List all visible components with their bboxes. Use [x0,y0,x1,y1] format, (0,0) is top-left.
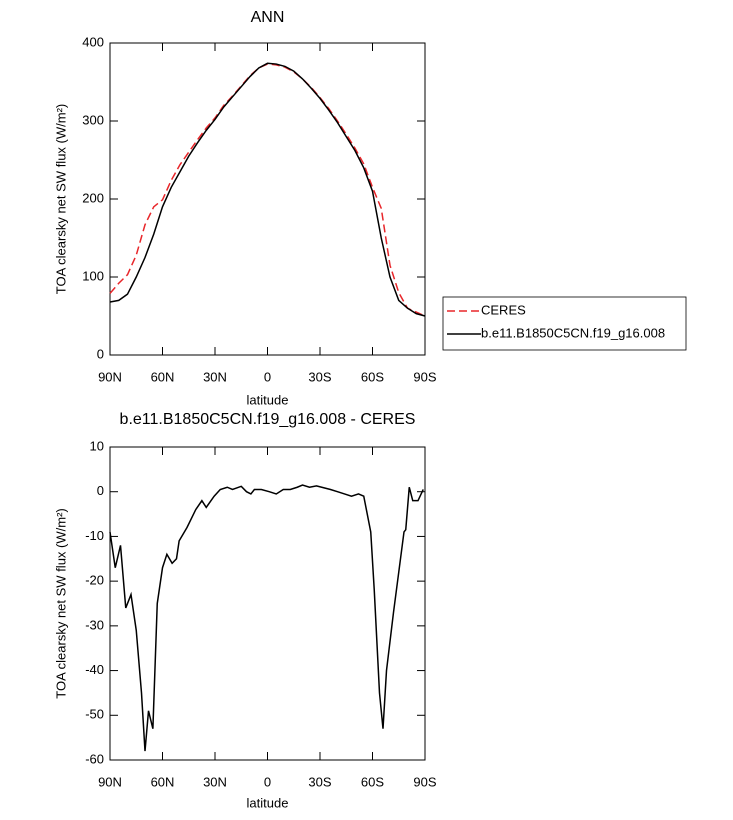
legend-label: b.e11.B1850C5CN.f19_g16.008 [481,325,665,340]
x-tick-label: 90S [413,774,436,789]
x-tick-label: 60N [151,369,175,384]
x-tick-label: 90N [98,369,122,384]
y-tick-label: 10 [90,438,104,453]
x-tick-label: 60S [361,369,384,384]
chart-title: b.e11.B1850C5CN.f19_g16.008 - CERES [120,411,416,428]
y-tick-label: 0 [97,346,104,361]
y-tick-label: 200 [82,190,104,205]
x-tick-label: 0 [264,369,271,384]
legend-box [442,296,687,351]
y-tick-label: 100 [82,268,104,283]
y-tick-label: -40 [85,662,104,677]
series-line [109,62,426,317]
series-line [109,484,424,752]
y-tick-label: -60 [85,751,104,766]
plot-frame [109,42,426,356]
y-tick-label: -50 [85,707,104,722]
y-tick-label: -30 [85,617,104,632]
x-axis-label: latitude [247,795,289,810]
x-tick-label: 60N [151,774,175,789]
legend-label: CERES [481,302,526,317]
x-tick-label: 30S [308,774,331,789]
y-tick-label: -20 [85,573,104,588]
x-tick-label: 0 [264,774,271,789]
y-axis-label: TOA clearsky net SW flux (W/m²) [53,508,68,698]
x-tick-label: 30N [203,774,227,789]
y-tick-label: 0 [97,483,104,498]
x-tick-label: 90N [98,774,122,789]
x-tick-label: 90S [413,369,436,384]
chart-title: ANN [251,9,285,26]
series-line [109,63,426,317]
y-axis-label: TOA clearsky net SW flux (W/m²) [53,104,68,294]
x-tick-label: 60S [361,774,384,789]
y-tick-label: 300 [82,112,104,127]
x-tick-label: 30S [308,369,331,384]
plot-frame [109,446,426,761]
y-tick-label: 400 [82,34,104,49]
x-tick-label: 30N [203,369,227,384]
x-axis-label: latitude [247,392,289,407]
y-tick-label: -10 [85,528,104,543]
